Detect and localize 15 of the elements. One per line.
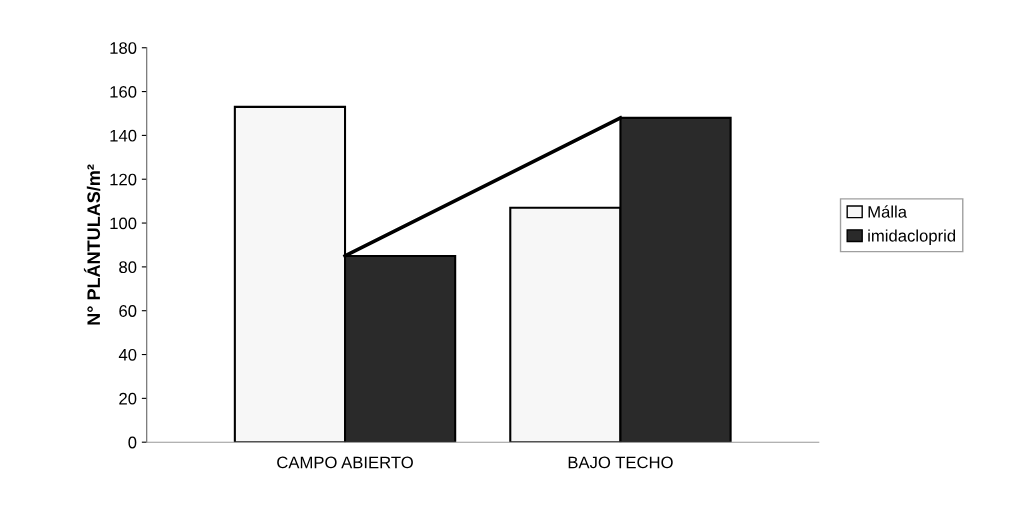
y-tick-label: 40: [118, 348, 137, 361]
legend-label: imidacloprid: [868, 229, 956, 245]
x-tick-label: BAJO TECHO: [568, 456, 673, 469]
y-tick-label: 0: [128, 436, 137, 449]
y-tick-label: 80: [119, 261, 137, 274]
y-tick-label: 100: [110, 217, 137, 230]
y-axis-title: N° PLÁNTULAS/m²: [83, 164, 101, 325]
y-tick-label: 60: [119, 305, 137, 317]
y-tick-label: 20: [119, 392, 137, 405]
legend-label: Málla: [868, 205, 908, 218]
y-tick-label: 140: [110, 129, 137, 142]
x-tick-label: CAMPO ABIERTO: [277, 456, 413, 469]
y-tick-label: 180: [110, 42, 137, 54]
y-tick-label: 120: [110, 173, 137, 186]
y-tick-label: 160: [110, 85, 137, 98]
